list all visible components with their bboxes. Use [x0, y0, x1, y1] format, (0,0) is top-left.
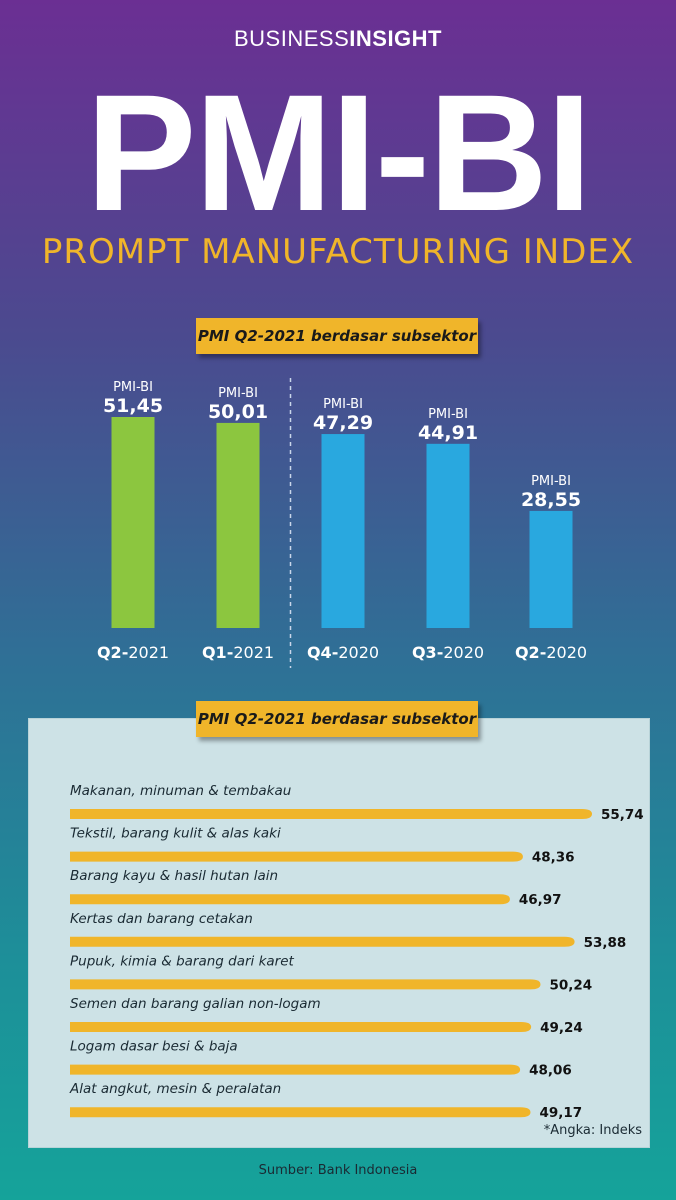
bar-5-value-label: 28,55 — [521, 489, 581, 511]
page-title: PMI-BI — [85, 61, 592, 246]
subsector-value-1: 55,74 — [601, 807, 644, 823]
subsector-bar-8 — [70, 1107, 531, 1118]
source-credit: Sumber: Bank Indonesia — [258, 1163, 418, 1178]
subsector-label-2: Tekstil, barang kulit & alas kaki — [70, 826, 281, 842]
subsector-label-4: Kertas dan barang cetakan — [70, 911, 253, 927]
subsector-bar-2 — [70, 851, 523, 862]
units-note: *Angka: Indeks — [543, 1123, 642, 1138]
subsector-bar-7 — [70, 1064, 521, 1075]
bar-3 — [321, 434, 365, 628]
subsector-bar-5 — [70, 979, 541, 990]
quarterly-pmi-bar-chart: PMI-BI51,45Q2-2021PMI-BI50,01Q1-2021PMI-… — [97, 378, 587, 668]
bar-1-value-label: 51,45 — [103, 395, 163, 417]
x-tick-year: 2021 — [128, 643, 169, 662]
subsector-bar-6 — [70, 1022, 532, 1032]
x-tick-quarter: Q1- — [202, 643, 233, 662]
subsector-label-5: Pupuk, kimia & barang dari karet — [70, 953, 295, 969]
x-tick-year: 2021 — [233, 643, 274, 662]
subsector-bar-3 — [70, 894, 510, 905]
subsector-label-7: Logam dasar besi & baja — [70, 1039, 238, 1055]
x-tick-year: 2020 — [443, 643, 484, 662]
subsector-label-6: Semen dan barang galian non-logam — [70, 996, 321, 1012]
subsector-chart-title: PMI Q2-2021 berdasar subsektor — [196, 701, 478, 737]
brand-logo: BUSINESSINSIGHT — [0, 26, 676, 52]
x-tick-label-3: Q4-2020 — [307, 643, 379, 662]
bar-2-value-label: 50,01 — [208, 401, 268, 423]
bar-3-series-label: PMI-BI — [323, 397, 363, 412]
x-tick-label-1: Q2-2021 — [97, 643, 169, 662]
bar-3-value-label: 47,29 — [313, 412, 373, 434]
x-tick-quarter: Q4- — [307, 643, 338, 662]
page-subtitle: PROMPT MANUFACTURING INDEX — [41, 232, 635, 272]
top-chart-title: PMI Q2-2021 berdasar subsektor — [196, 318, 478, 354]
subsector-value-4: 53,88 — [584, 935, 627, 951]
subsector-value-8: 49,17 — [539, 1105, 582, 1121]
x-tick-quarter: Q3- — [412, 643, 443, 662]
bar-4 — [426, 443, 470, 628]
bar-4-value-label: 44,91 — [418, 422, 478, 444]
x-tick-year: 2020 — [338, 643, 379, 662]
subsector-panel — [28, 718, 650, 1148]
subsector-label-8: Alat angkut, mesin & peralatan — [69, 1081, 281, 1097]
bar-1-series-label: PMI-BI — [113, 380, 153, 395]
subsector-bar-1 — [70, 809, 592, 819]
subsector-value-6: 49,24 — [540, 1020, 583, 1036]
x-tick-quarter: Q2- — [97, 643, 128, 662]
x-tick-label-5: Q2-2020 — [515, 643, 587, 662]
x-tick-quarter: Q2- — [515, 643, 546, 662]
x-tick-year: 2020 — [546, 643, 587, 662]
subsector-label-3: Barang kayu & hasil hutan lain — [70, 868, 278, 884]
x-tick-label-4: Q3-2020 — [412, 643, 484, 662]
bar-5 — [529, 510, 573, 628]
subsector-value-3: 46,97 — [519, 892, 562, 908]
subsector-value-5: 50,24 — [549, 977, 592, 993]
bar-2 — [216, 422, 260, 628]
subsector-value-2: 48,36 — [532, 850, 575, 866]
subsector-value-7: 48,06 — [529, 1063, 572, 1079]
bar-2-series-label: PMI-BI — [218, 386, 258, 401]
bar-4-series-label: PMI-BI — [428, 407, 468, 422]
x-tick-label-2: Q1-2021 — [202, 643, 274, 662]
subsector-bar-4 — [70, 936, 575, 947]
bar-1 — [111, 417, 155, 628]
brand-logo-part2: INSIGHT — [349, 26, 442, 51]
brand-logo-part1: BUSINESS — [234, 26, 350, 51]
bar-5-series-label: PMI-BI — [531, 474, 571, 489]
subsector-label-1: Makanan, minuman & tembakau — [70, 783, 291, 799]
